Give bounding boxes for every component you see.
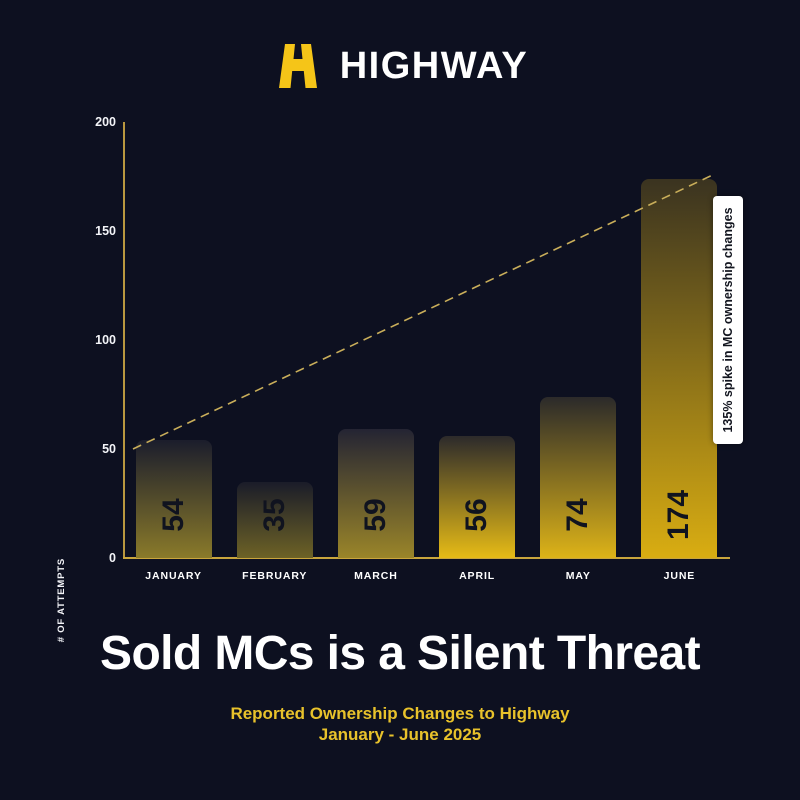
brand-header: HIGHWAY — [0, 34, 800, 98]
highway-h-logo-icon — [272, 42, 324, 90]
bar-march[interactable]: 59 — [337, 429, 414, 558]
bar-may[interactable]: 74 — [540, 396, 617, 558]
y-tick-label: 150 — [95, 223, 116, 238]
bar-june[interactable]: 174 — [641, 178, 718, 558]
bar-april[interactable]: 56 — [439, 435, 516, 558]
subheadline-secondary: January - June 2025 — [318, 725, 482, 745]
plot-area: 54 JANUARY 35 FEBRUARY 59 MARCH 56 APRIL 74 MAY 17… — [0, 100, 800, 610]
x-tick-label-march: MARCH — [354, 570, 398, 582]
y-tick-label: 200 — [95, 114, 116, 129]
headline: Sold MCs is a Silent Threat — [100, 627, 701, 680]
subheadline-primary: Reported Ownership Changes to Highway — [230, 703, 570, 723]
y-tick-label: 50 — [102, 441, 116, 456]
x-tick-label-january: JANUARY — [145, 570, 202, 582]
annotation-label: 135% spike in MC ownership changes — [720, 207, 735, 433]
bar-january[interactable]: 54 — [135, 440, 212, 558]
x-tick-label-may: MAY — [565, 570, 591, 582]
trendline-path — [132, 173, 715, 450]
x-tick-label-june: JUNE — [663, 570, 696, 582]
bar-february[interactable]: 35 — [236, 481, 313, 558]
y-axis-ticks: 200 150 100 50 0 — [82, 100, 116, 610]
y-axis-line — [123, 122, 125, 559]
trendline — [132, 173, 715, 450]
footer-block: Sold MCs is a Silent Threat Reported Own… — [0, 627, 800, 745]
y-tick-label: 100 — [95, 332, 116, 347]
brand-name: HIGHWAY — [339, 45, 529, 87]
x-tick-label-april: APRIL — [459, 570, 496, 582]
y-tick-label: 0 — [109, 550, 116, 565]
x-axis-line — [123, 557, 730, 559]
annotation-callout: 135% spike in MC ownership changes — [713, 196, 743, 444]
bar-chart: 200 150 100 50 0 # OF ATTEMPTS 54 JANUARY 35 FE… — [0, 100, 800, 642]
x-tick-label-february: FEBRUARY — [242, 570, 308, 582]
